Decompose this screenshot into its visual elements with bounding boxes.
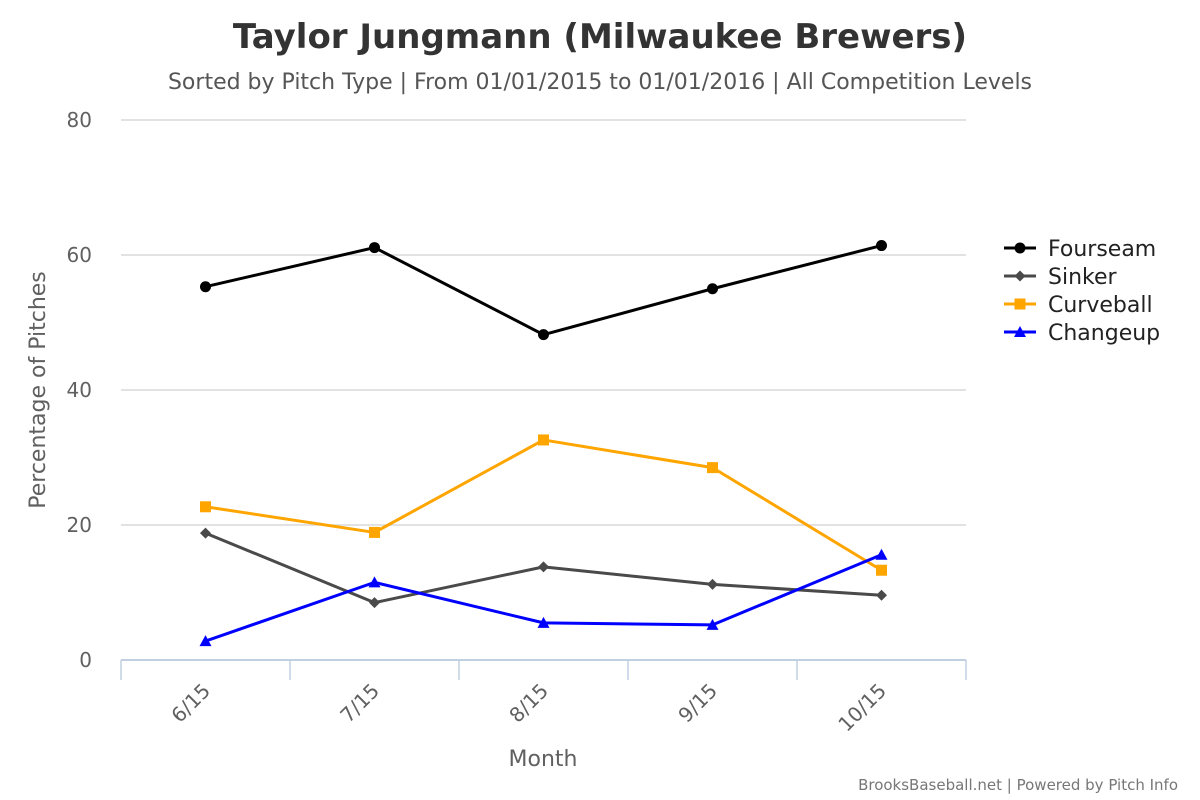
chart-subtitle: Sorted by Pitch Type | From 01/01/2015 t… <box>168 70 1032 95</box>
grid-lines <box>121 119 966 526</box>
x-tick-labels: 6/15 7/15 8/15 9/15 10/15 <box>166 679 891 737</box>
data-point-sinker <box>707 578 718 590</box>
data-point-fourseam <box>200 281 211 293</box>
legend-label-changeup: Changeup <box>1048 321 1160 346</box>
data-point-changeup <box>368 576 381 588</box>
y-tick-label: 0 <box>79 648 92 672</box>
x-axis-title: Month <box>509 747 578 772</box>
y-tick-label: 60 <box>67 243 92 267</box>
y-tick-label: 20 <box>67 513 92 537</box>
y-axis-title: Percentage of Pitches <box>26 271 51 509</box>
x-axis <box>120 659 967 680</box>
data-point-changeup <box>199 635 212 647</box>
series-line-fourseam <box>205 244 882 337</box>
data-point-curveball <box>707 462 718 474</box>
data-point-curveball <box>200 501 211 513</box>
data-point-changeup <box>537 616 550 628</box>
data-point-changeup <box>706 618 719 630</box>
data-point-fourseam <box>538 329 549 341</box>
legend-marker-sinker <box>1014 270 1026 282</box>
data-point-fourseam <box>707 283 718 295</box>
x-tick-label: 10/15 <box>833 679 891 737</box>
data-point-sinker <box>200 527 211 539</box>
y-tick-label: 80 <box>67 108 92 132</box>
legend: Fourseam Sinker Curveball Changeup <box>1004 237 1160 346</box>
data-point-fourseam <box>369 242 380 254</box>
series-line-curveball <box>205 438 883 572</box>
data-point-curveball <box>876 564 887 576</box>
x-tick-label: 8/15 <box>504 679 553 728</box>
data-point-sinker <box>876 589 887 601</box>
x-tick-label: 7/15 <box>335 679 384 728</box>
data-point-curveball <box>538 434 549 446</box>
legend-label-curveball: Curveball <box>1048 293 1153 318</box>
legend-marker-curveball <box>1014 298 1026 310</box>
y-tick-labels: 0 20 40 60 80 <box>67 108 92 672</box>
x-tick-label: 6/15 <box>166 679 215 728</box>
legend-label-sinker: Sinker <box>1048 265 1118 290</box>
x-tick-label: 9/15 <box>673 679 722 728</box>
credit-text: BrooksBaseball.net | Powered by Pitch In… <box>858 776 1178 794</box>
series-group <box>199 240 888 647</box>
data-point-changeup <box>875 548 888 560</box>
data-point-fourseam <box>876 240 887 252</box>
legend-marker-fourseam <box>1014 242 1026 254</box>
legend-marker-changeup <box>1014 326 1026 337</box>
data-point-curveball <box>369 526 380 538</box>
chart-title: Taylor Jungmann (Milwaukee Brewers) <box>233 17 967 57</box>
y-tick-label: 40 <box>67 378 92 402</box>
data-point-sinker <box>538 561 549 573</box>
data-point-sinker <box>369 597 380 609</box>
legend-label-fourseam: Fourseam <box>1048 237 1156 262</box>
